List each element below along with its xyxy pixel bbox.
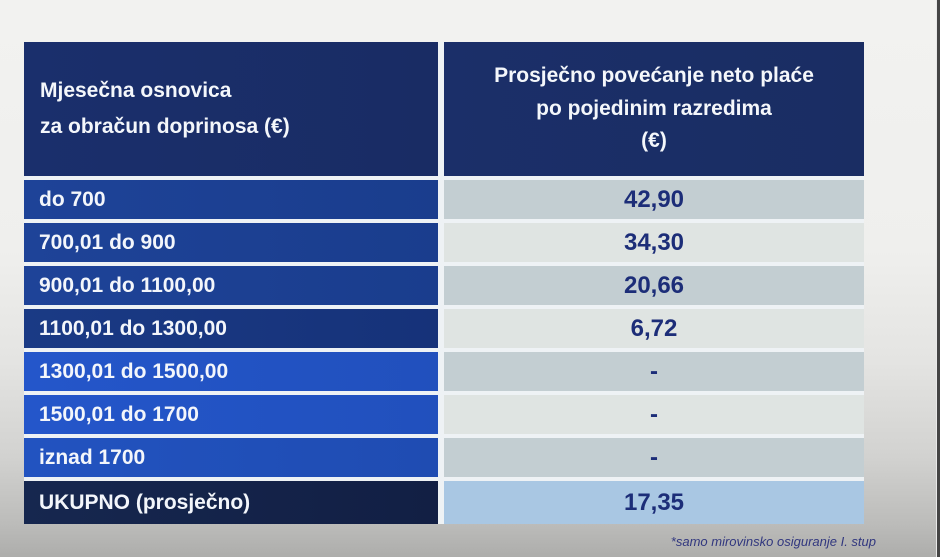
header-line: Mjesečna osnovica xyxy=(40,79,232,103)
row-label-cell: 1500,01 do 1700 xyxy=(24,395,438,434)
header-line: Prosječno povećanje neto plaće xyxy=(494,64,814,88)
row-value-cell: 20,66 xyxy=(444,266,864,305)
header-line: za obračun doprinosa (€) xyxy=(40,115,290,138)
total-row-label-cell: UKUPNO (prosječno) xyxy=(24,481,438,524)
row-value-cell: 34,30 xyxy=(444,223,864,262)
header-line: (€) xyxy=(641,129,667,153)
row-label-cell: 900,01 do 1100,00 xyxy=(24,266,438,305)
row-label-cell: 1300,01 do 1500,00 xyxy=(24,352,438,391)
row-value-cell: - xyxy=(444,352,864,391)
header-cell-base: Mjesečna osnovica za obračun doprinosa (… xyxy=(24,42,438,176)
header-cell-increase: Prosječno povećanje neto plaće po pojedi… xyxy=(444,42,864,176)
row-label-cell: 700,01 do 900 xyxy=(24,223,438,262)
row-label-cell: do 700 xyxy=(24,180,438,219)
row-value-cell: - xyxy=(444,395,864,434)
total-row-value-cell: 17,35 xyxy=(444,481,864,524)
row-value-cell: - xyxy=(444,438,864,477)
row-value-cell: 6,72 xyxy=(444,309,864,348)
row-label-cell: iznad 1700 xyxy=(24,438,438,477)
salary-increase-table: Mjesečna osnovica za obračun doprinosa (… xyxy=(24,42,864,524)
row-label-cell: 1100,01 do 1300,00 xyxy=(24,309,438,348)
row-value-cell: 42,90 xyxy=(444,180,864,219)
header-line: po pojedinim razredima xyxy=(536,96,772,120)
footnote: *samo mirovinsko osiguranje I. stup xyxy=(670,534,876,549)
screen-edge-line xyxy=(936,0,940,557)
